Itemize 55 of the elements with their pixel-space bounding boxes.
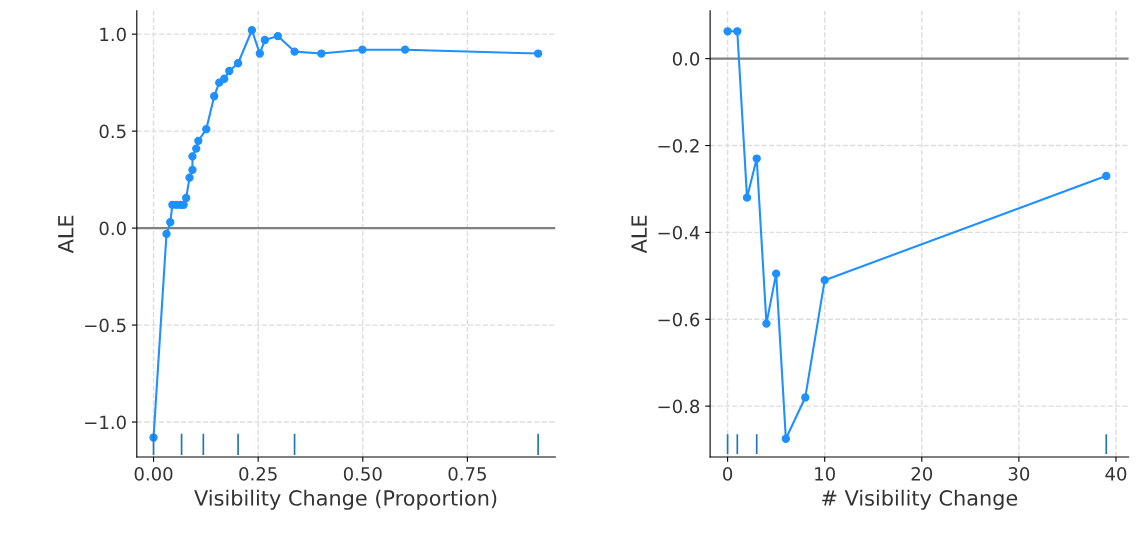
- x-tick-label: 10: [815, 467, 835, 481]
- point: [290, 47, 299, 56]
- point: [185, 173, 194, 182]
- y-axis-title: ALE: [631, 215, 647, 254]
- point: [210, 92, 219, 101]
- y-tick-label: −1.0: [85, 415, 126, 430]
- point: [188, 152, 197, 161]
- point: [762, 319, 771, 328]
- x-tick-label: 0.25: [239, 467, 277, 481]
- point: [400, 45, 410, 54]
- y-tick-label: 0.0: [672, 52, 700, 66]
- point: [188, 165, 197, 175]
- point: [260, 35, 270, 45]
- point: [220, 74, 229, 83]
- x-tick-label: 0.75: [448, 467, 486, 481]
- point: [533, 49, 543, 58]
- point: [771, 269, 781, 278]
- point: [162, 229, 171, 239]
- y-axis-title: ALE: [58, 215, 74, 254]
- x-tick-label: 40: [1105, 467, 1127, 481]
- point: [317, 49, 326, 58]
- x-tick-label: 30: [1008, 467, 1030, 481]
- point: [233, 59, 243, 68]
- y-tick-label: −0.6: [658, 312, 700, 327]
- point: [723, 27, 732, 36]
- x-axis-title: Visibility Change (Proportion): [194, 489, 497, 510]
- point: [358, 45, 367, 54]
- point: [255, 49, 265, 58]
- point: [733, 27, 742, 36]
- x-tick-label: 0.00: [134, 467, 173, 481]
- point: [742, 193, 752, 202]
- point: [752, 154, 761, 163]
- x-tick-label: 0.50: [343, 467, 382, 481]
- y-tick-label: −0.5: [85, 318, 126, 333]
- y-tick-label: −0.4: [658, 225, 700, 240]
- point: [247, 26, 257, 35]
- point: [166, 218, 175, 227]
- point: [194, 136, 203, 145]
- y-tick-label: −0.2: [658, 138, 699, 153]
- point: [781, 434, 791, 443]
- point: [801, 393, 810, 402]
- y-tick-label: 1.0: [100, 27, 126, 42]
- point: [820, 276, 829, 285]
- point: [182, 193, 191, 203]
- y-tick-label: 0.5: [99, 124, 126, 139]
- x-tick-label: 20: [911, 467, 933, 481]
- point: [225, 66, 234, 76]
- y-tick-label: 0.0: [99, 221, 126, 236]
- point: [192, 144, 201, 153]
- point: [1102, 171, 1111, 181]
- y-tick-label: −0.8: [658, 399, 700, 414]
- x-tick-label: 0: [723, 467, 733, 481]
- x-axis-title: # Visibility Change: [822, 489, 1018, 510]
- point: [202, 125, 211, 134]
- point: [273, 31, 282, 41]
